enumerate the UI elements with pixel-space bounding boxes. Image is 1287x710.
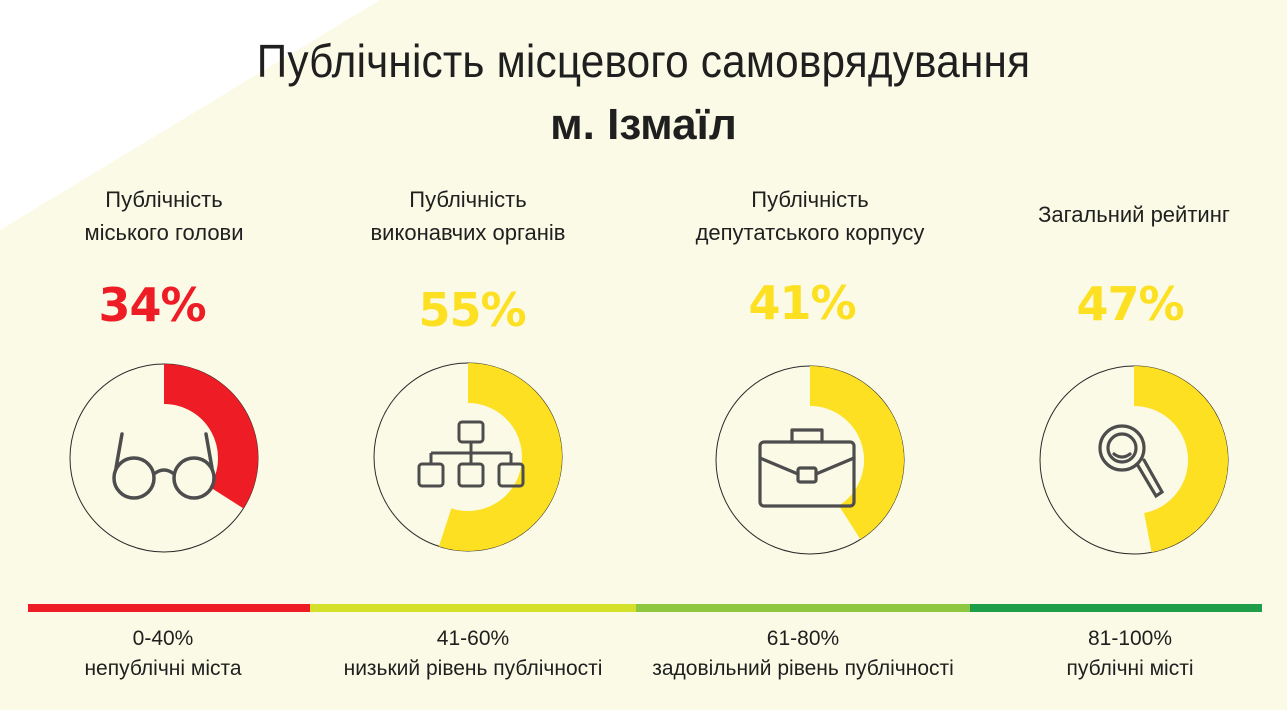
panel-overall: Загальний рейтинг 47% xyxy=(984,0,1284,600)
scale-item: 61-80% задовільний рівень публічності xyxy=(636,624,970,684)
value-label: 34% xyxy=(98,278,206,332)
briefcase-icon xyxy=(758,428,856,508)
donut-arc xyxy=(809,366,904,540)
scale-bar-red xyxy=(28,604,310,612)
page-title: Публічність місцевого самоврядування xyxy=(256,35,1031,87)
glasses-icon xyxy=(112,432,216,500)
panel-label: Публічність виконавчих органів xyxy=(318,183,618,249)
scale-bar-green xyxy=(970,604,1262,612)
panel-mayor: Публічність міського голови 34% xyxy=(14,0,314,600)
scale-range: 41-60% xyxy=(436,627,510,650)
page-subtitle: м. Ізмаїл xyxy=(550,100,737,149)
org-chart-icon xyxy=(417,420,525,488)
scale-desc: непублічні міста xyxy=(84,657,242,680)
scale-bar-yellow-green xyxy=(310,604,636,612)
value-label: 47% xyxy=(1076,277,1184,331)
panel-label-line2: Загальний рейтинг xyxy=(1038,202,1230,227)
donut-chart xyxy=(715,365,905,555)
scale-desc: публічні місті xyxy=(1066,657,1194,680)
value-label: 41% xyxy=(748,276,856,330)
donut-arc xyxy=(438,363,562,551)
panel-label-line1: Публічність xyxy=(751,187,869,212)
donut-chart xyxy=(69,363,259,553)
panel-label-line1: Публічність xyxy=(409,187,527,212)
panel-deputies: Публічність депутатського корпусу 41% xyxy=(660,0,960,600)
scale-desc: задовільний рівень публічності xyxy=(652,657,954,680)
donut-arc xyxy=(163,364,258,509)
panel-label: Публічність депутатського корпусу xyxy=(660,183,960,249)
panel-label-line2: виконавчих органів xyxy=(370,220,566,245)
scale-item: 81-100% публічні місті xyxy=(985,624,1275,684)
donut-chart xyxy=(1039,365,1229,555)
panel-label-line2: депутатського корпусу xyxy=(695,220,925,245)
magnifier-icon xyxy=(1098,424,1165,499)
panel-label-line2: міського голови xyxy=(84,220,244,245)
scale-desc: низький рівень публічності xyxy=(343,657,603,680)
panel-executive: Публічність виконавчих органів 55% xyxy=(318,0,618,600)
scale-bar-light-green xyxy=(636,604,970,612)
scale-range: 0-40% xyxy=(132,627,194,650)
panel-label: Загальний рейтинг xyxy=(984,198,1284,231)
panel-label: Публічність міського голови xyxy=(14,183,314,249)
donut-chart xyxy=(373,362,563,552)
scale-range: 61-80% xyxy=(766,627,840,650)
value-label: 55% xyxy=(418,283,526,337)
scale-item: 0-40% непублічні міста xyxy=(28,624,298,684)
scale-range: 81-100% xyxy=(1087,627,1173,650)
donut-arc xyxy=(1133,366,1228,553)
panel-label-line1: Публічність xyxy=(105,187,223,212)
scale-item: 41-60% низький рівень публічності xyxy=(310,624,636,684)
